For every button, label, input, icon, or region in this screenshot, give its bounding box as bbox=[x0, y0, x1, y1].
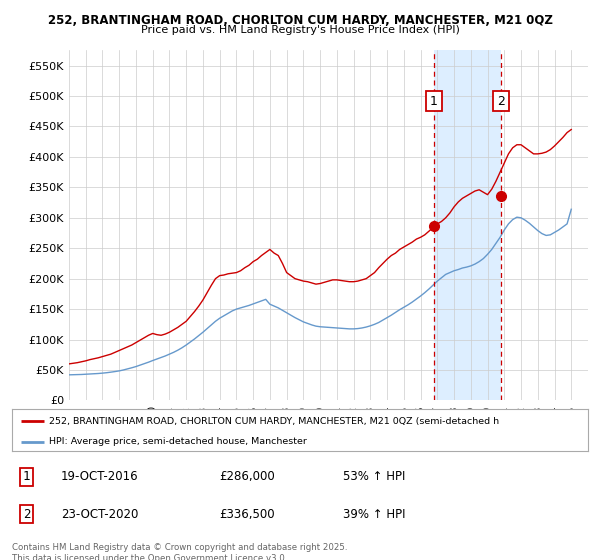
Text: 2: 2 bbox=[497, 95, 505, 108]
Text: 1: 1 bbox=[430, 95, 438, 108]
Text: Contains HM Land Registry data © Crown copyright and database right 2025.
This d: Contains HM Land Registry data © Crown c… bbox=[12, 543, 347, 560]
Text: £336,500: £336,500 bbox=[220, 507, 275, 521]
Text: 252, BRANTINGHAM ROAD, CHORLTON CUM HARDY, MANCHESTER, M21 0QZ (semi-detached h: 252, BRANTINGHAM ROAD, CHORLTON CUM HARD… bbox=[49, 417, 500, 426]
Text: HPI: Average price, semi-detached house, Manchester: HPI: Average price, semi-detached house,… bbox=[49, 437, 307, 446]
Bar bbox=[434, 50, 501, 400]
Text: 39% ↑ HPI: 39% ↑ HPI bbox=[343, 507, 406, 521]
Text: Price paid vs. HM Land Registry's House Price Index (HPI): Price paid vs. HM Land Registry's House … bbox=[140, 25, 460, 35]
Text: 23-OCT-2020: 23-OCT-2020 bbox=[61, 507, 139, 521]
Text: £286,000: £286,000 bbox=[220, 470, 275, 483]
Text: 53% ↑ HPI: 53% ↑ HPI bbox=[343, 470, 406, 483]
Text: 252, BRANTINGHAM ROAD, CHORLTON CUM HARDY, MANCHESTER, M21 0QZ: 252, BRANTINGHAM ROAD, CHORLTON CUM HARD… bbox=[47, 14, 553, 27]
Text: 19-OCT-2016: 19-OCT-2016 bbox=[61, 470, 139, 483]
Text: 2: 2 bbox=[23, 507, 30, 521]
Text: 1: 1 bbox=[23, 470, 30, 483]
